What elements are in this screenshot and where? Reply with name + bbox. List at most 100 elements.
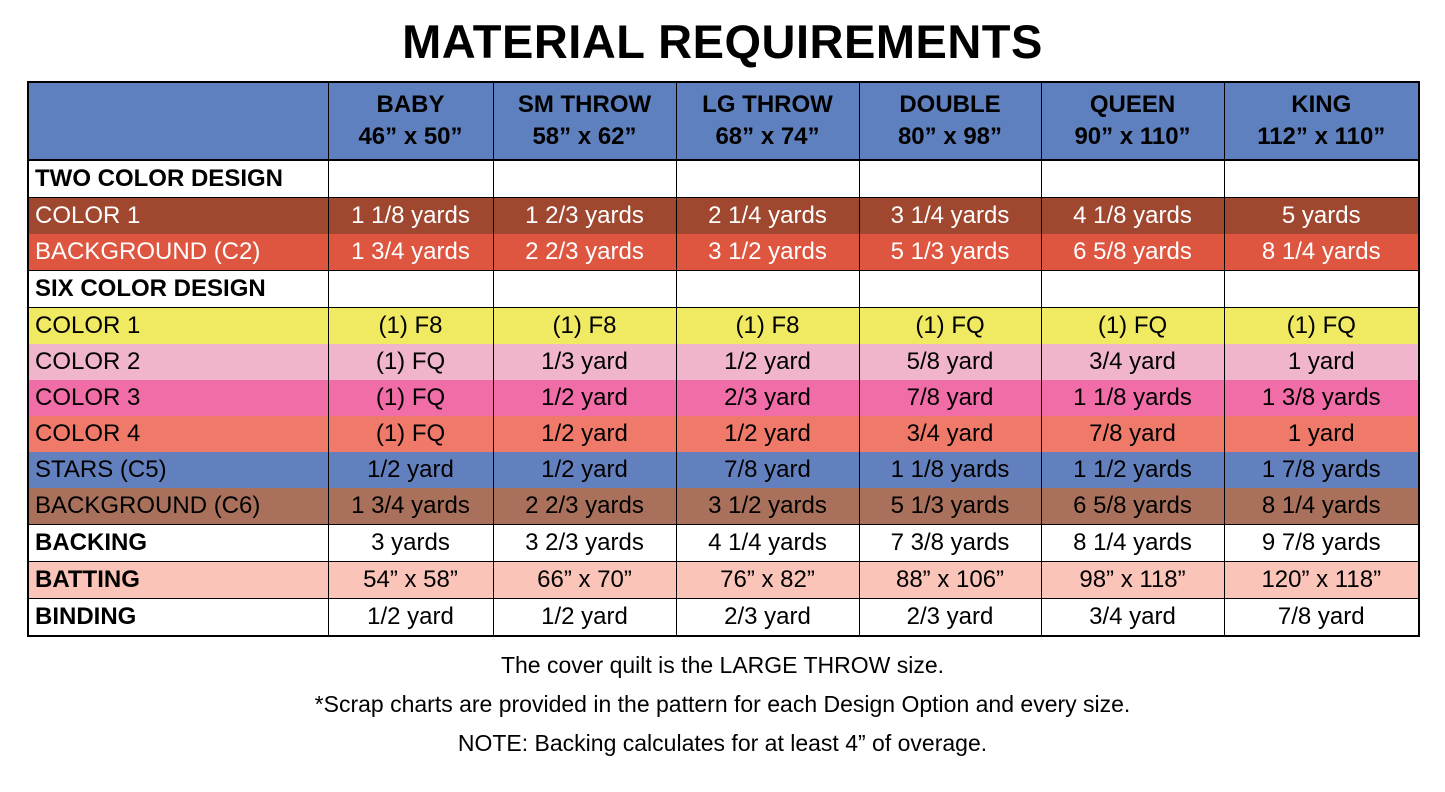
table-cell: (1) FQ [327, 344, 494, 380]
row-label: COLOR 1 [27, 197, 329, 234]
column-size: 112” x 110” [1257, 123, 1386, 150]
table-cell [327, 270, 494, 308]
table-cell: (1) FQ [858, 307, 1042, 344]
row-label: BATTING [27, 561, 329, 599]
table-cell: 1/2 yard [492, 416, 677, 452]
table-cell: 3 2/3 yards [492, 524, 677, 562]
table-cell [675, 159, 860, 198]
table-cell: 1 1/8 yards [1040, 380, 1225, 416]
table-cell: 4 1/8 yards [1040, 197, 1225, 234]
column-name: KING [1291, 90, 1352, 118]
table-row: COLOR 3 (1) FQ 1/2 yard 2/3 yard 7/8 yard 1 1… [27, 380, 1420, 416]
row-label: COLOR 3 [27, 380, 329, 416]
header-row: BABY 46” x 50” SM THROW 58” x 62” LG THROW 68… [27, 82, 1420, 161]
table-cell: 5 1/3 yards [858, 234, 1042, 271]
row-label: STARS (C5) [27, 452, 329, 488]
table-cell [492, 270, 677, 308]
table-cell: (1) F8 [492, 307, 677, 344]
table-cell [327, 159, 494, 198]
table-row: BATTING 54” x 58” 66” x 70” 76” x 82” 88” x … [27, 561, 1420, 599]
column-size: 80” x 98” [897, 123, 1003, 150]
row-label: COLOR 2 [27, 344, 329, 380]
table-row: BINDING 1/2 yard 1/2 yard 2/3 yard 2/3 yard 3… [27, 598, 1420, 637]
table-cell: 5/8 yard [858, 344, 1042, 380]
table-cell: (1) F8 [675, 307, 860, 344]
page-title: MATERIAL REQUIREMENTS [402, 15, 1043, 68]
table-cell: 1 yard [1223, 416, 1420, 452]
table-cell: (1) FQ [327, 380, 494, 416]
corner-cell [27, 82, 329, 161]
table-cell: 3 yards [327, 524, 494, 562]
material-requirements-table: BABY 46” x 50” SM THROW 58” x 62” LG THROW 68… [27, 81, 1420, 637]
footnote-cover-quilt: The cover quilt is the LARGE THROW size. [500, 652, 945, 678]
table-cell: 1/2 yard [492, 598, 677, 637]
table-header: BABY 46” x 50” SM THROW 58” x 62” LG THROW 68… [27, 82, 1420, 161]
material-requirements-page: MATERIAL REQUIREMENTS BABY 46” x 50” SM TH… [0, 14, 1445, 761]
column-header-king: KING 112” x 110” [1223, 82, 1420, 161]
table-cell: (1) FQ [1040, 307, 1225, 344]
table-cell: 2 1/4 yards [675, 197, 860, 234]
row-label: BACKGROUND (C6) [27, 488, 329, 525]
row-label: BACKGROUND (C2) [27, 234, 329, 271]
table-cell: 76” x 82” [675, 561, 860, 599]
table-cell [858, 159, 1042, 198]
column-size: 58” x 62” [532, 123, 637, 150]
table-cell: 1 1/2 yards [1040, 452, 1225, 488]
table-cell: 54” x 58” [327, 561, 494, 599]
table-cell: 1 1/8 yards [858, 452, 1042, 488]
table-cell: 1/3 yard [492, 344, 677, 380]
table-row: COLOR 1 (1) F8 (1) F8 (1) F8 (1) FQ (1) FQ (1)… [27, 307, 1420, 344]
column-header-sm-throw: SM THROW 58” x 62” [492, 82, 677, 161]
table-cell: 5 1/3 yards [858, 488, 1042, 525]
table-cell: 1/2 yard [327, 452, 494, 488]
table-cell: 1/2 yard [675, 416, 860, 452]
table-row: COLOR 4 (1) FQ 1/2 yard 1/2 yard 3/4 yard 7/8… [27, 416, 1420, 452]
table-cell [1223, 270, 1420, 308]
column-name: DOUBLE [899, 90, 1001, 118]
row-label: TWO COLOR DESIGN [27, 159, 329, 198]
table-cell: 8 1/4 yards [1040, 524, 1225, 562]
table-row: BACKGROUND (C6) 1 3/4 yards 2 2/3 yards 3 1… [27, 488, 1420, 525]
column-header-queen: QUEEN 90” x 110” [1040, 82, 1225, 161]
row-label: COLOR 1 [27, 307, 329, 344]
table-cell: 2/3 yard [675, 598, 860, 637]
table-row: STARS (C5) 1/2 yard 1/2 yard 7/8 yard 1 1/8 … [27, 452, 1420, 488]
table-cell: 1 3/4 yards [327, 234, 494, 271]
table-cell [492, 159, 677, 198]
table-row: BACKING 3 yards 3 2/3 yards 4 1/4 yards 7 3/… [27, 524, 1420, 562]
table-cell: 98” x 118” [1040, 561, 1225, 599]
table-cell: 1/2 yard [327, 598, 494, 637]
table-cell: 1/2 yard [492, 452, 677, 488]
table-cell: 88” x 106” [858, 561, 1042, 599]
column-size: 46” x 50” [358, 123, 463, 150]
table-cell: 2/3 yard [675, 380, 860, 416]
table-cell: (1) FQ [1223, 307, 1420, 344]
column-name: LG THROW [702, 90, 833, 118]
column-name: QUEEN [1089, 90, 1176, 118]
table-cell: 2 2/3 yards [492, 234, 677, 271]
table-cell: 1 1/8 yards [327, 197, 494, 234]
table-cell: 7/8 yard [858, 380, 1042, 416]
table-cell: 3 1/4 yards [858, 197, 1042, 234]
table-row: TWO COLOR DESIGN [27, 159, 1420, 198]
table-cell: 7/8 yard [1223, 598, 1420, 637]
table-cell: 6 5/8 yards [1040, 488, 1225, 525]
table-cell: 1 3/8 yards [1223, 380, 1420, 416]
row-label: SIX COLOR DESIGN [27, 270, 329, 308]
table-cell: 3 1/2 yards [675, 234, 860, 271]
row-label: COLOR 4 [27, 416, 329, 452]
table-cell: 2/3 yard [858, 598, 1042, 637]
table-cell: 1/2 yard [492, 380, 677, 416]
row-label: BACKING [27, 524, 329, 562]
column-size: 90” x 110” [1074, 123, 1191, 150]
table-cell: 6 5/8 yards [1040, 234, 1225, 271]
table-cell: 2 2/3 yards [492, 488, 677, 525]
column-header-lg-throw: LG THROW 68” x 74” [675, 82, 860, 161]
table-cell: 3/4 yard [1040, 344, 1225, 380]
table-cell [675, 270, 860, 308]
table-cell: 3 1/2 yards [675, 488, 860, 525]
table-cell [1040, 159, 1225, 198]
table-cell: 5 yards [1223, 197, 1420, 234]
table-cell: 4 1/4 yards [675, 524, 860, 562]
